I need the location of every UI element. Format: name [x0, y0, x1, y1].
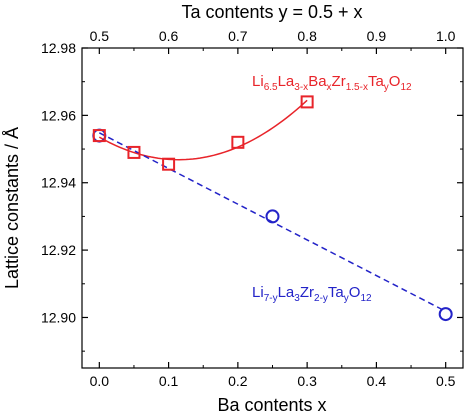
- top-x-tick-label: 0.6: [159, 28, 179, 44]
- red-square-point: [127, 145, 141, 159]
- formula-element: Ba: [308, 73, 327, 90]
- fit-lines-layer: [98, 99, 447, 312]
- top-x-tick-label: 0.8: [297, 28, 317, 44]
- formula-subscript: 12: [360, 293, 372, 304]
- y-tick-label: 12.96: [41, 107, 76, 123]
- top-x-tick-label: 1.0: [436, 28, 456, 44]
- x-tick-label: 0.3: [297, 373, 317, 389]
- formula-subscript: 6.5: [264, 82, 278, 93]
- blue-circle-point: [265, 209, 280, 224]
- formula-element: O: [349, 284, 361, 301]
- y-tick-label: 12.98: [41, 40, 76, 56]
- top-axis-title: Ta contents y = 0.5 + x: [181, 2, 362, 22]
- y-tick-label: 12.90: [41, 309, 76, 325]
- red-square-point: [300, 95, 314, 109]
- formula-element: Li: [252, 73, 264, 90]
- formula-element: Zr: [300, 284, 314, 301]
- plot-frame: [81, 47, 464, 369]
- red-fit-curve: [98, 99, 308, 161]
- formula-subscript: 1.5-x: [346, 82, 368, 93]
- formula-element: La: [278, 284, 295, 301]
- x-tick-label: 0.0: [90, 373, 110, 389]
- top-x-tick-label: 0.9: [367, 28, 387, 44]
- formula-subscript: 12: [400, 82, 412, 93]
- red-series-formula: Li6.5La3-xBaxZr1.5-xTayO12: [252, 73, 412, 93]
- x-tick-label: 0.5: [436, 373, 456, 389]
- formula-subscript: 7-y: [264, 293, 278, 304]
- blue-series-formula: Li7-yLa3Zr2-yTayO12: [252, 284, 372, 304]
- red-square-point: [162, 157, 176, 171]
- top-x-tick-label: 0.7: [228, 28, 248, 44]
- x-tick-label: 0.1: [159, 373, 179, 389]
- formula-subscript: x: [327, 82, 332, 93]
- x-axis-title: Ba contents x: [217, 395, 326, 415]
- y-tick-label: 12.92: [41, 242, 76, 258]
- ticks-layer: 0.0 0.1 0.2 0.3 0.4 0.5 0.5 0.6 0.7 0.8 0.9 1.0 12.9…: [41, 28, 463, 389]
- x-tick-label: 0.2: [228, 373, 248, 389]
- formula-subscript: y: [344, 293, 349, 304]
- formula-subscript: 3-x: [294, 82, 308, 93]
- formula-element: Zr: [332, 73, 346, 90]
- formula-subscript: 2-y: [314, 293, 328, 304]
- formula-element: La: [278, 73, 295, 90]
- blue-circle-point: [438, 307, 453, 322]
- red-square-point: [231, 135, 245, 149]
- formula-element: Ta: [368, 73, 385, 90]
- y-axis-title: Lattice constants / Å: [2, 127, 22, 289]
- top-x-tick-label: 0.5: [90, 28, 110, 44]
- markers-layer: [92, 95, 453, 322]
- red-square-point: [92, 129, 106, 143]
- y-tick-label: 12.94: [41, 175, 76, 191]
- formula-subscript: y: [384, 82, 389, 93]
- formula-element: Ta: [328, 284, 345, 301]
- x-tick-label: 0.4: [367, 373, 387, 389]
- formula-subscript: 3: [294, 293, 300, 304]
- formula-element: Li: [252, 284, 264, 301]
- formula-element: O: [389, 73, 401, 90]
